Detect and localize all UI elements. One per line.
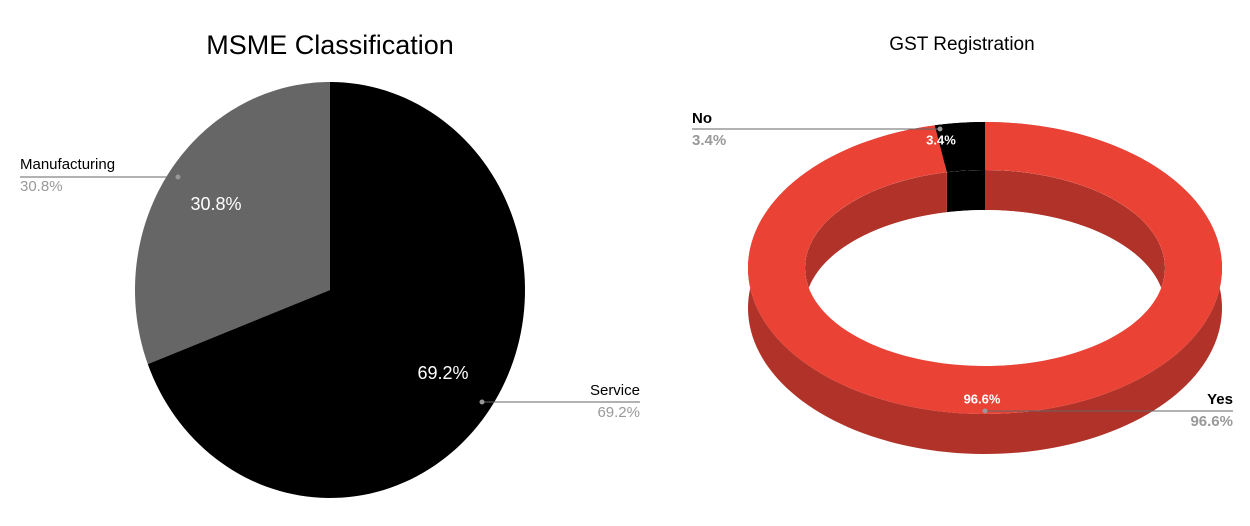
slice-label: 30.8% [190, 194, 241, 214]
legend-value: 30.8% [20, 178, 63, 195]
callout-dot [982, 408, 988, 414]
slice-label: 3.4% [926, 132, 956, 147]
callout-dot [937, 126, 943, 132]
pie-slice [135, 82, 330, 365]
legend-value: 96.6% [1190, 413, 1233, 430]
legend-label: Yes [1207, 391, 1233, 408]
callout-dot [175, 174, 181, 180]
slice-label: 69.2% [417, 363, 468, 383]
legend-label: Service [590, 382, 640, 399]
chart-title: MSME Classification [206, 30, 454, 60]
legend-value: 3.4% [692, 132, 726, 149]
legend-value: 69.2% [597, 404, 640, 421]
legend-label: No [692, 110, 712, 127]
donut-inner-side [946, 170, 985, 213]
pie-slice [147, 82, 525, 498]
legend-label: Manufacturing [20, 156, 115, 173]
callout-dot [479, 399, 485, 405]
donut-slice [934, 122, 985, 173]
chart-title: GST Registration [889, 34, 1034, 55]
slice-label: 96.6% [964, 391, 1001, 406]
